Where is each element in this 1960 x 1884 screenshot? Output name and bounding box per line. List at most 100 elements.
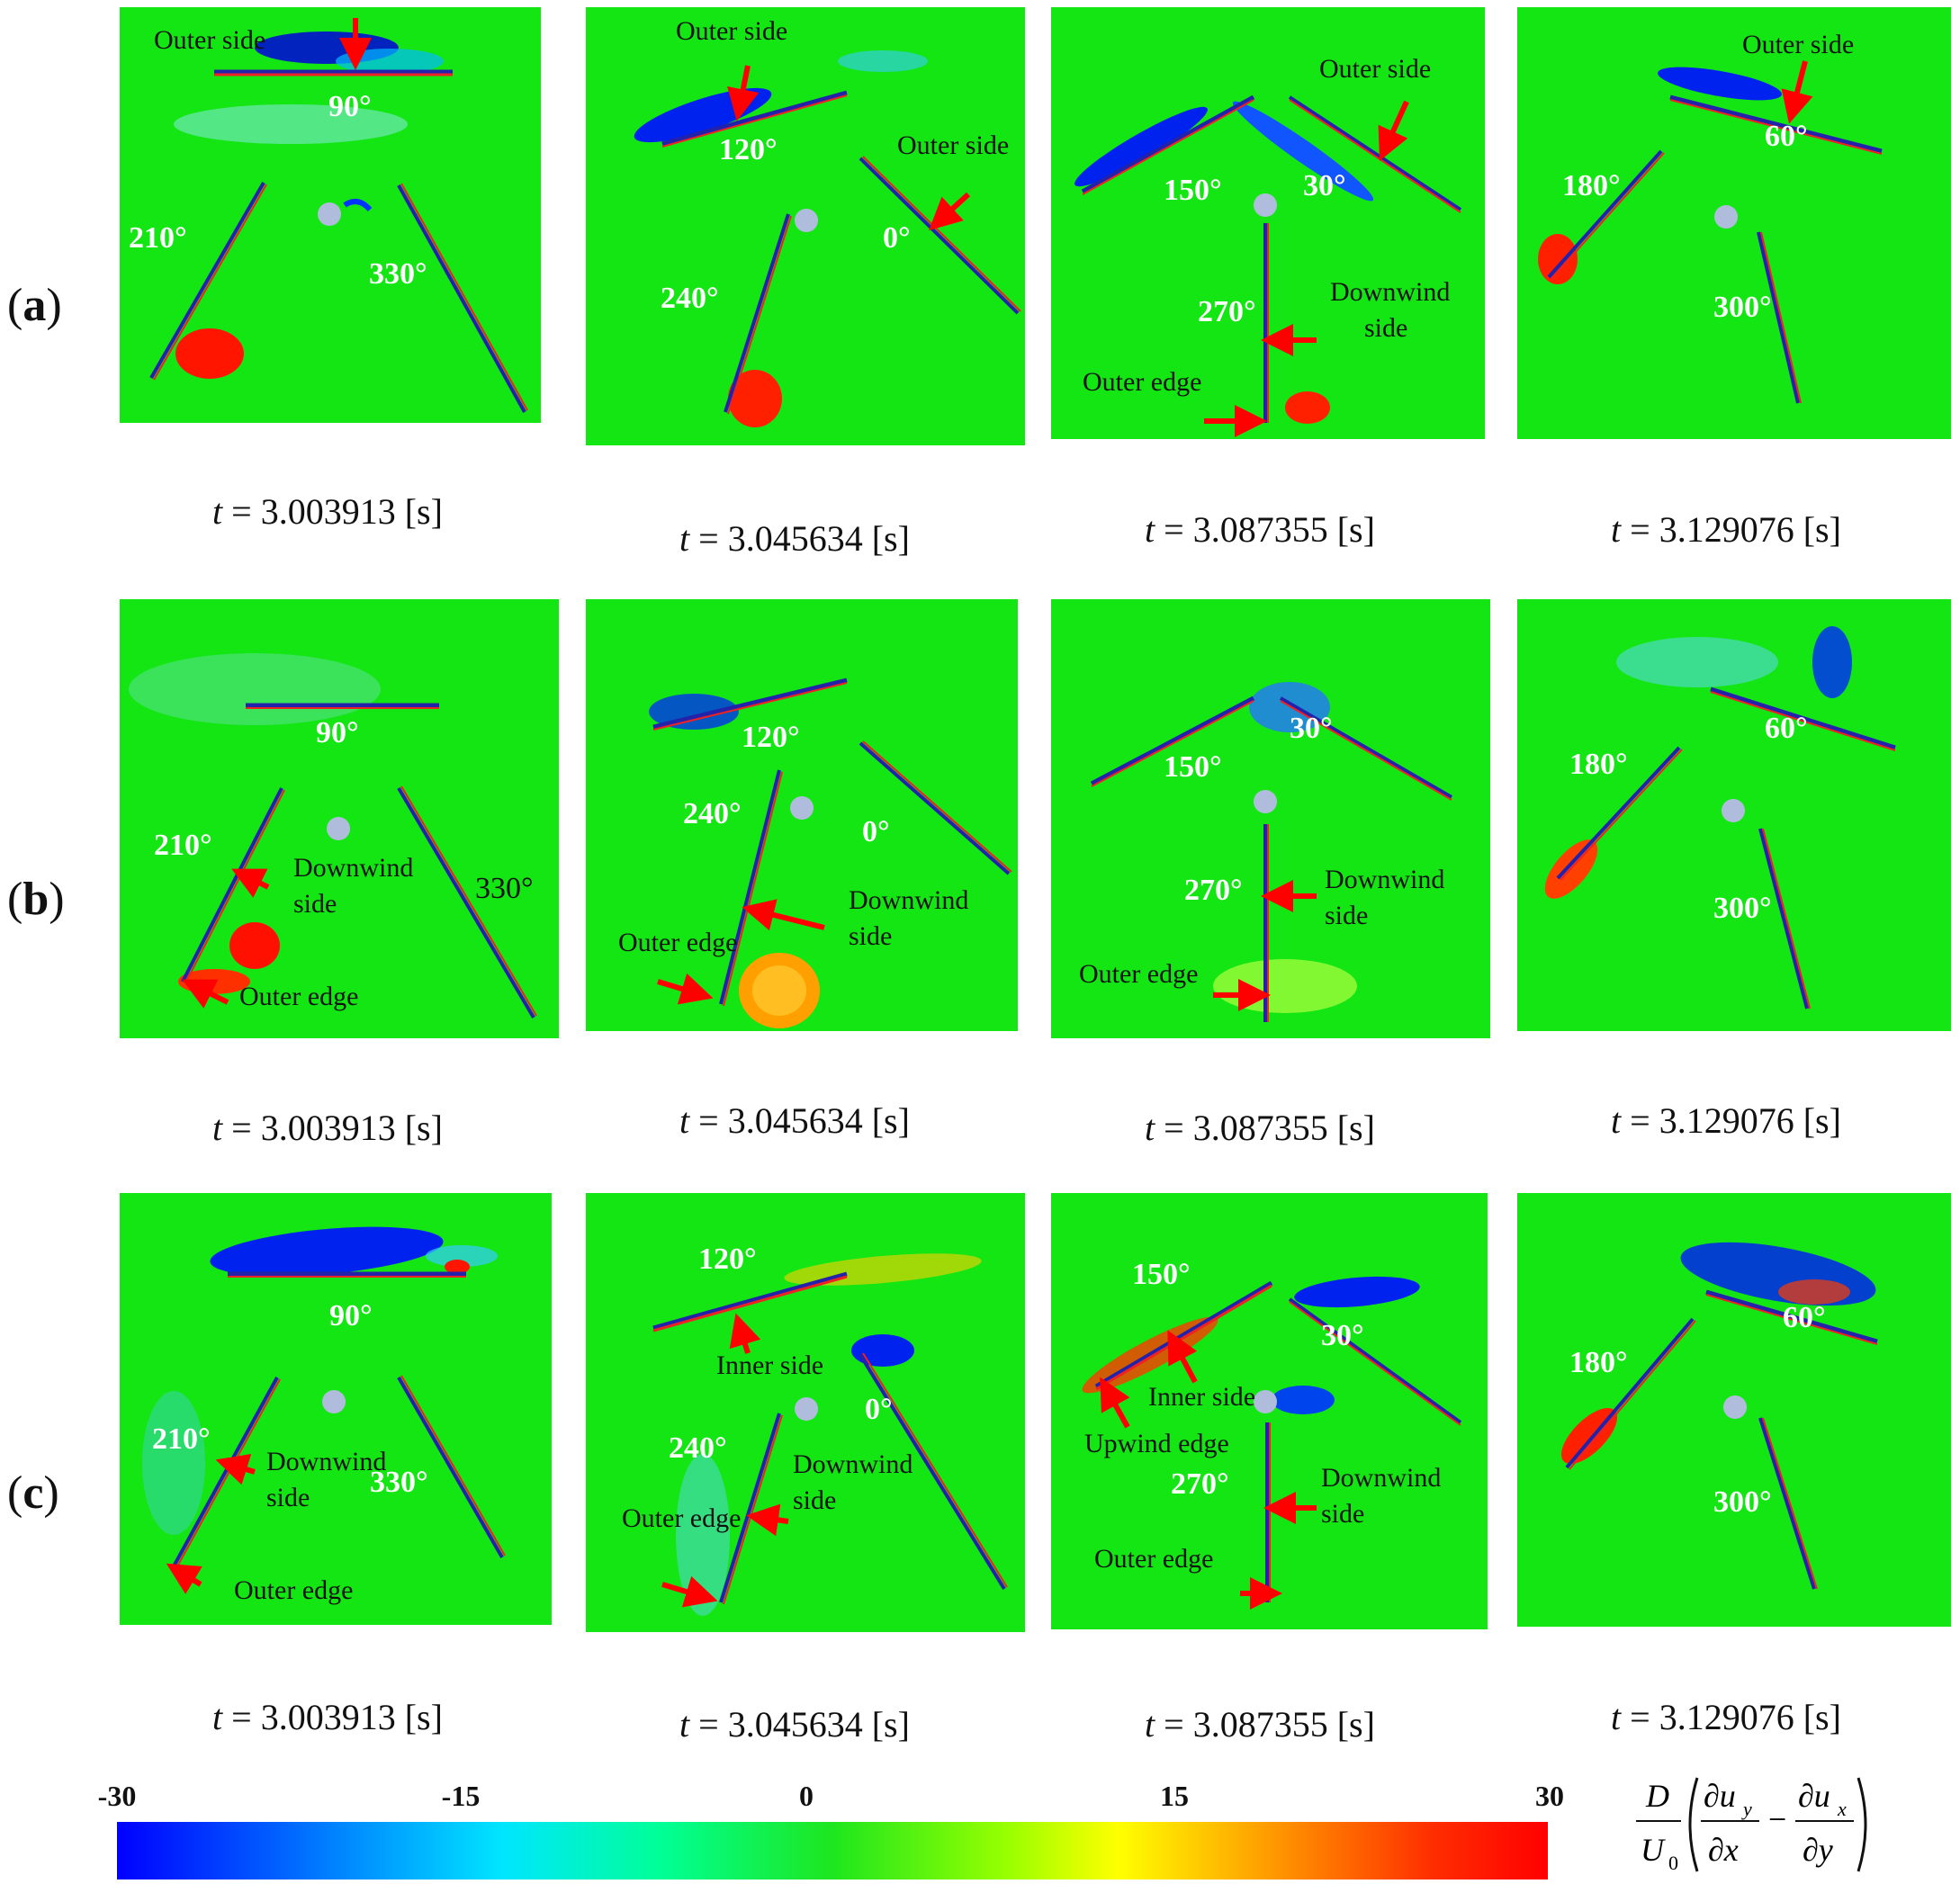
annotation-downwind: Downwind (1325, 865, 1445, 894)
annotation-upwind-edge: Upwind edge (1084, 1429, 1229, 1458)
angle-label: 300° (1713, 1485, 1772, 1519)
annotation-outer-edge: Outer edge (1083, 367, 1202, 397)
timestamp: t = 3.129076 [s] (1611, 1100, 1841, 1141)
annotation-outer-edge: Outer edge (622, 1503, 742, 1533)
angle-label: 180° (1562, 169, 1621, 202)
angle-label: 150° (1132, 1258, 1191, 1291)
vorticity-field (1538, 60, 1883, 404)
timestamp: t = 3.045634 [s] (679, 1100, 910, 1141)
row-label-a: (a) (7, 280, 62, 331)
panel-a4: Outer side 180° 60° 300° (1517, 7, 1951, 439)
angle-label: 330° (369, 257, 427, 291)
colorbar (117, 1822, 1548, 1880)
formula-term1-sub: y (1741, 1798, 1752, 1820)
vorticity-field (649, 677, 1012, 1028)
annotation-side: side (849, 921, 893, 951)
row-label-c: (c) (7, 1467, 59, 1519)
vorticity-field (652, 1253, 1008, 1616)
vorticity-field (149, 18, 528, 413)
timestamp: t = 3.003913 [s] (212, 1108, 443, 1148)
formula-minus: − (1768, 1801, 1786, 1837)
angle-label: 300° (1713, 291, 1772, 324)
angle-label: 90° (329, 1299, 373, 1332)
angle-label: 270° (1198, 295, 1256, 328)
vorticity-field (634, 50, 1021, 427)
timestamp: t = 3.087355 [s] (1145, 509, 1375, 550)
annotation-inner-side: Inner side (1148, 1382, 1256, 1412)
vorticity-field (1082, 1276, 1462, 1610)
row-label-b: (b) (7, 874, 65, 925)
angle-label: 90° (328, 90, 372, 123)
annotation-side: side (1364, 313, 1408, 343)
angle-label: 180° (1569, 748, 1628, 781)
annotation-downwind: Downwind (793, 1449, 913, 1479)
angle-label: 120° (742, 721, 800, 754)
annotation-outer-side: Outer side (676, 16, 788, 46)
colorbar-tick: 0 (799, 1780, 814, 1812)
panel-c2: Inner side Downwind side Outer edge 120°… (586, 1193, 1025, 1632)
angle-label: 120° (698, 1243, 757, 1276)
annotation-downwind: Downwind (293, 853, 414, 883)
angle-label: 210° (152, 1422, 211, 1456)
vorticity-field (1560, 1242, 1878, 1590)
angle-label: 330° (370, 1466, 428, 1499)
annotation-inner-side: Inner side (716, 1350, 824, 1380)
vorticity-field (1544, 626, 1896, 1009)
annotation-outer-side: Outer side (154, 25, 266, 55)
vorticity-field (1090, 682, 1453, 1022)
annotation-side: side (293, 889, 337, 919)
angle-label: 270° (1171, 1467, 1229, 1501)
panel-b1: Downwind side Outer edge 90° 210° 330° (120, 599, 559, 1038)
timestamp: t = 3.003913 [s] (212, 1697, 443, 1737)
angle-label: 300° (1713, 892, 1772, 925)
panel-c3: Inner side Upwind edge Downwind side Out… (1051, 1193, 1488, 1629)
angle-label: 60° (1765, 120, 1808, 153)
timestamp: t = 3.129076 [s] (1611, 1697, 1841, 1737)
timestamp: t = 3.003913 [s] (212, 491, 443, 532)
angle-label: 90° (316, 716, 359, 749)
angle-label: 150° (1164, 174, 1222, 207)
annotation-side: side (1325, 901, 1369, 930)
panel-c1: Downwind side Outer edge 90° 210° 330° (120, 1193, 552, 1625)
angle-label: 240° (669, 1431, 727, 1465)
timestamp: t = 3.087355 [s] (1145, 1704, 1375, 1745)
annotation-outer-side: Outer side (1319, 54, 1432, 84)
annotation-side: side (266, 1483, 310, 1512)
panel-b2: Downwind side Outer edge 120° 240° 0° (586, 599, 1018, 1031)
angle-label: 210° (129, 221, 187, 255)
panel-b4: 180° 60° 300° (1517, 599, 1951, 1031)
angle-label: 0° (862, 815, 890, 848)
colorbar-tick: 30 (1535, 1780, 1564, 1812)
angle-label: 180° (1569, 1346, 1628, 1379)
vorticity-field (1074, 94, 1462, 437)
annotation-outer-edge: Outer edge (234, 1575, 354, 1605)
formula-denominator: U (1641, 1832, 1666, 1868)
angle-label: 120° (719, 133, 778, 166)
vorticity-formula: D U 0 ∂u y ∂x − ∂u x ∂y (1636, 1777, 1867, 1874)
angle-label: 330° (475, 872, 534, 905)
annotation-downwind: Downwind (1321, 1463, 1442, 1493)
annotation-outer-edge: Outer edge (1094, 1544, 1214, 1574)
angle-label: 0° (883, 221, 911, 255)
annotation-outer-edge: Outer edge (618, 928, 738, 957)
colorbar-tick: -15 (441, 1780, 481, 1812)
angle-label: 270° (1184, 874, 1243, 907)
timestamp: t = 3.045634 [s] (679, 518, 910, 559)
angle-label: 240° (683, 797, 742, 830)
angle-label: 150° (1164, 750, 1222, 784)
formula-term1-den: ∂x (1708, 1832, 1739, 1868)
vorticity-field (142, 1226, 506, 1594)
panel-a3: Outer side Downwind side Outer edge 150°… (1051, 7, 1485, 439)
vorticity-field (129, 653, 537, 1019)
annotation-outer-side: Outer side (1742, 30, 1855, 59)
timestamp: t = 3.129076 [s] (1611, 509, 1841, 550)
angle-label: 30° (1290, 712, 1333, 745)
formula-term2-num: ∂u (1798, 1778, 1830, 1814)
angle-label: 30° (1303, 169, 1346, 202)
angle-label: 240° (661, 282, 719, 315)
annotation-downwind: Downwind (849, 885, 969, 915)
formula-term2-sub: x (1837, 1798, 1847, 1820)
annotation-outer-side: Outer side (897, 130, 1010, 160)
timestamp: t = 3.087355 [s] (1145, 1108, 1375, 1148)
annotation-downwind: Downwind (1330, 277, 1451, 307)
